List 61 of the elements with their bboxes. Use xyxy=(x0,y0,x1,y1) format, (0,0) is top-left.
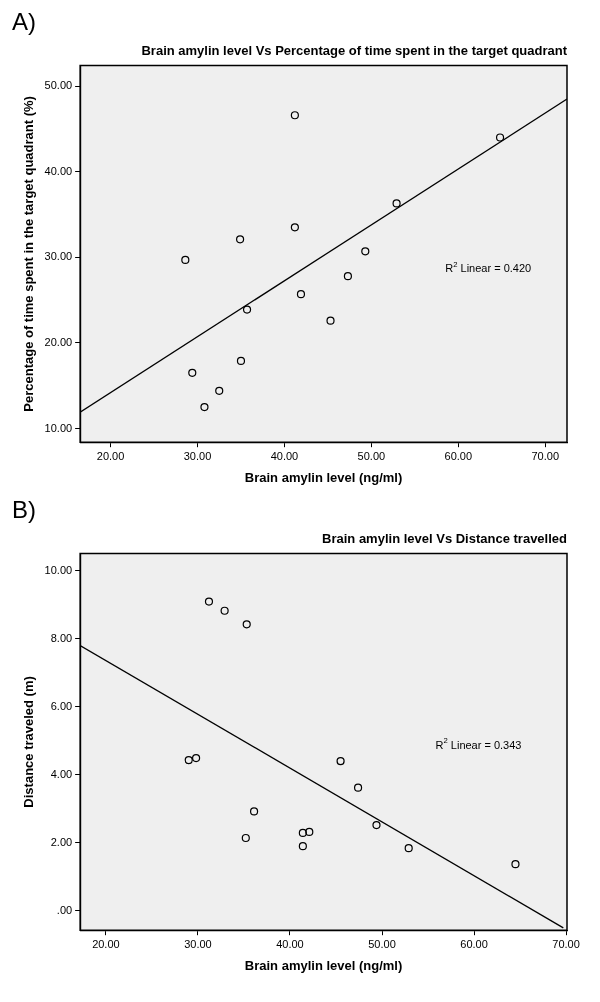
point xyxy=(353,783,363,792)
x-axis-title: Brain amylin level (ng/ml) xyxy=(244,957,403,973)
y-axis-title: Percentage of time spent in the target quadrant (%) xyxy=(21,96,37,412)
point xyxy=(343,272,353,281)
x-tick-label: 40.00 xyxy=(270,449,299,462)
point xyxy=(495,133,505,142)
x-tick-label: 30.00 xyxy=(184,937,212,950)
y-tick-label: 10.00 xyxy=(44,421,73,434)
chart-title: Brain amylin level Vs Distance travelled xyxy=(322,531,568,547)
x-tick-label: 60.00 xyxy=(460,937,488,950)
y-tick-label: 30.00 xyxy=(44,250,73,263)
point xyxy=(392,199,401,208)
point xyxy=(220,606,229,615)
x-tick-label: 30.00 xyxy=(183,449,212,462)
x-tick-label: 40.00 xyxy=(276,937,304,950)
point xyxy=(184,756,193,765)
y-axis-title: Distance traveled (m) xyxy=(21,676,37,808)
point xyxy=(215,386,224,395)
point xyxy=(511,860,520,869)
point xyxy=(188,368,197,377)
point xyxy=(305,827,314,836)
x-tick-label: 70.00 xyxy=(531,449,560,462)
point xyxy=(298,828,307,837)
y-tick-label: 10.00 xyxy=(44,563,73,576)
point xyxy=(404,844,413,853)
point xyxy=(241,833,250,843)
x-tick-label: 70.00 xyxy=(552,937,580,950)
point xyxy=(236,356,246,365)
y-tick-label: 50.00 xyxy=(44,79,73,92)
point xyxy=(191,753,201,763)
x-tick-label: 50.00 xyxy=(368,937,396,950)
x-tick-label: 20.00 xyxy=(96,449,125,462)
point xyxy=(200,403,209,412)
y-tick-label: .00 xyxy=(56,903,73,916)
point xyxy=(290,111,299,120)
point xyxy=(242,305,252,314)
y-tick-label: 4.00 xyxy=(50,767,73,780)
text: B) xyxy=(12,496,36,524)
y-tick-label: 8.00 xyxy=(50,631,73,644)
point xyxy=(204,597,214,606)
text: A) xyxy=(12,8,36,36)
x-tick-label: 50.00 xyxy=(357,449,386,462)
point xyxy=(242,620,251,629)
y-tick-label: 6.00 xyxy=(50,699,73,712)
y-tick-label: 40.00 xyxy=(44,164,73,177)
chart-title: Brain amylin level Vs Percentage of time spent in the target quadrant xyxy=(141,43,568,59)
x-tick-label: 20.00 xyxy=(92,937,120,950)
x-tick-label: 60.00 xyxy=(444,449,473,462)
point xyxy=(372,820,381,830)
y-tick-label: 20.00 xyxy=(44,335,73,348)
point xyxy=(296,290,306,299)
y-tick-label: 2.00 xyxy=(50,835,73,848)
point xyxy=(236,235,245,244)
point xyxy=(336,757,345,766)
point xyxy=(290,223,299,232)
point xyxy=(249,807,259,816)
x-axis-title: Brain amylin level (ng/ml) xyxy=(244,469,403,485)
point xyxy=(181,255,190,264)
point xyxy=(361,247,370,256)
point xyxy=(298,842,307,851)
point xyxy=(326,316,335,325)
